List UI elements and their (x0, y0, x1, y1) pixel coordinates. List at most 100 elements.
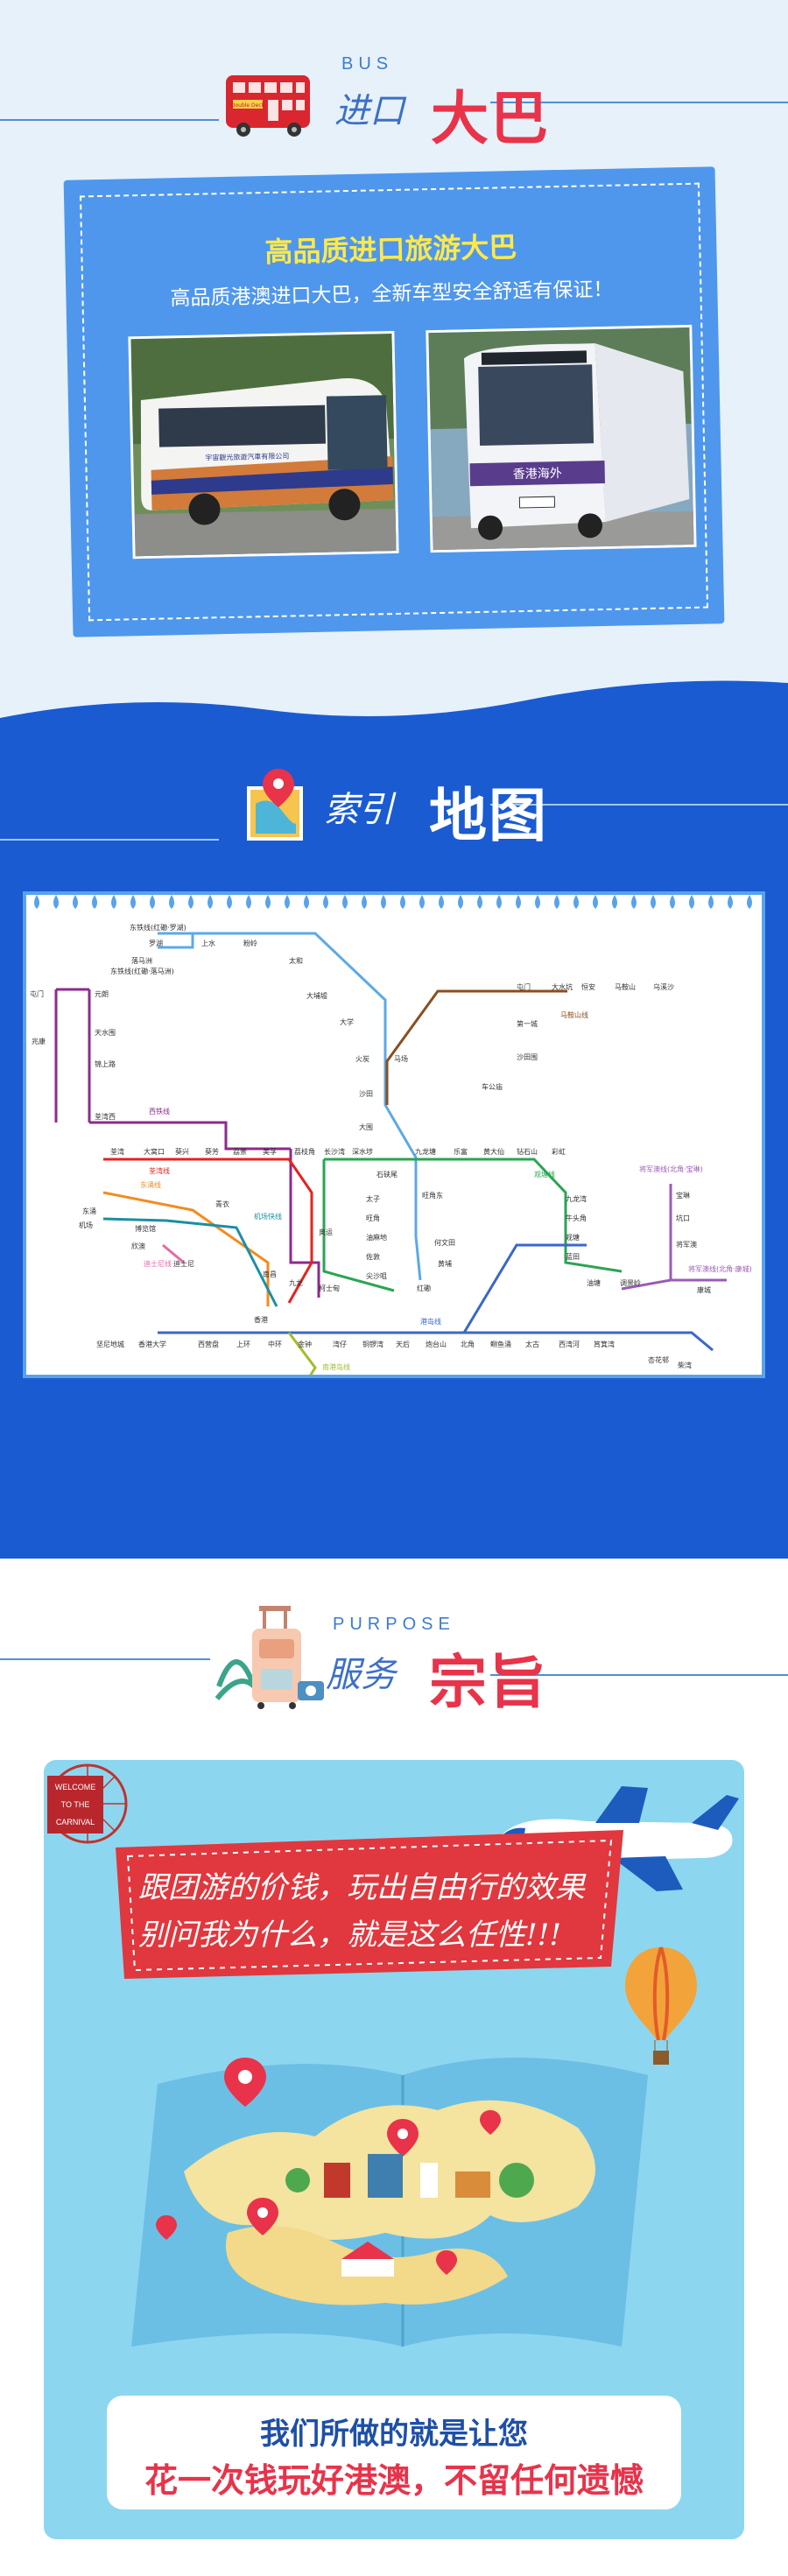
purpose-header-main: 宗旨 (429, 1649, 548, 1716)
bus-info-card: 高品质进口旅游大巴 高品质港澳进口大巴，全新车型安全舒适有保证！ 宇宙觀光旅遊汽… (63, 166, 725, 637)
station-label: 太古 (525, 1340, 539, 1348)
drop-decoration (265, 895, 271, 909)
station-label: 上水 (201, 939, 215, 947)
station-label: 东铁线(红磡·罗湖) (130, 923, 186, 932)
station-label: 落马洲 (131, 956, 152, 965)
purpose-card: WELCOME TO THE CARNIVAL 跟团游的价钱，玩出自由行的效果 … (44, 1760, 744, 2539)
station-label: 奥运 (319, 1228, 333, 1236)
drop-decoration (400, 895, 405, 909)
drop-decoration (747, 895, 752, 909)
station-label: 旺角东 (422, 1191, 443, 1200)
station-label: 太和 (289, 956, 303, 965)
station-label: 马鞍山线 (560, 1010, 588, 1019)
station-label: 油麻地 (366, 1233, 387, 1242)
station-label: 调景岭 (620, 1278, 641, 1287)
station-label: 宝琳 (676, 1191, 690, 1200)
station-label: 香港 (254, 1315, 268, 1324)
drop-decoration (208, 895, 213, 909)
bus-section: Double Deck BUS 进口 大巴 高品质进口旅游大巴 高品质港澳进口大… (0, 0, 788, 771)
station-label: 葵芳 (205, 1147, 219, 1156)
station-label: 荃湾西 (95, 1112, 116, 1121)
drop-decoration (728, 895, 733, 909)
station-label: 乌溪沙 (653, 982, 674, 991)
bus-header-main: 大巴 (431, 85, 550, 152)
map-section: 索引 地图 (0, 680, 788, 1559)
station-label: 湾仔 (333, 1340, 347, 1348)
suitcase-icon (215, 1606, 324, 1709)
station-label: 马场 (394, 1055, 408, 1063)
drop-decoration (130, 895, 136, 909)
station-label: 黄埔 (438, 1259, 452, 1268)
station-label: 香港大学 (138, 1340, 166, 1348)
station-label: 天后 (396, 1340, 410, 1348)
drop-decoration (535, 895, 540, 909)
station-label: 葵兴 (175, 1147, 189, 1156)
drop-decoration (362, 895, 367, 909)
map-pin-icon (247, 769, 303, 841)
ferris-wheel-icon: WELCOME TO THE CARNIVAL (47, 1763, 128, 1844)
station-label: 钻石山 (517, 1147, 538, 1156)
drop-decoration (92, 895, 97, 909)
drop-decoration (573, 895, 579, 909)
purpose-header-sub: 服务 (326, 1655, 396, 1695)
station-label: 康城 (697, 1285, 711, 1294)
drop-decoration (554, 895, 559, 909)
station-label: 牛头角 (566, 1214, 587, 1222)
station-label: 元朗 (95, 989, 109, 998)
station-label: 港岛线 (420, 1317, 441, 1326)
station-label: 长沙湾 (324, 1147, 345, 1156)
station-label: 佐敦 (366, 1252, 380, 1261)
station-label: 大水坑 (552, 982, 573, 991)
station-label: 石硖尾 (376, 1170, 398, 1179)
station-label: 乐富 (454, 1147, 468, 1156)
station-label: 将军澳线(北角·宝琳) (639, 1165, 703, 1173)
station-label: 九龙塘 (415, 1147, 436, 1156)
carnival-welcome: WELCOME (55, 1783, 96, 1791)
station-label: 迪士尼 (173, 1259, 194, 1268)
bus-header-en: BUS (341, 54, 394, 74)
drop-decoration (188, 895, 193, 909)
station-label: 坑口 (676, 1214, 690, 1222)
station-label: 将军澳线(北角·康城) (688, 1264, 752, 1273)
drop-decoration (670, 895, 675, 909)
station-label: 东涌 (82, 1207, 96, 1215)
purpose-section-header: PURPOSE 服务 宗旨 (0, 1606, 788, 1716)
drop-decoration (689, 895, 694, 909)
drop-decoration (612, 895, 617, 909)
station-label: 青衣 (215, 1200, 229, 1208)
drop-decoration (631, 895, 637, 909)
station-label: 屯门 (517, 982, 531, 991)
drop-decoration (323, 895, 328, 909)
drop-decoration (73, 895, 78, 909)
station-label: 南港岛线 (322, 1362, 350, 1371)
station-label: 东涌线 (140, 1180, 161, 1189)
station-label: 机场快线 (254, 1212, 282, 1221)
station-label: 坚尼地城 (96, 1340, 124, 1348)
station-label: 杏花邨 (648, 1355, 669, 1364)
slogan-line-2: 别问我为什么，就是这么任性!!! (138, 1918, 561, 1953)
carnival-name: CARNIVAL (56, 1818, 95, 1826)
drop-decoration (227, 895, 232, 909)
drop-decoration (304, 895, 309, 909)
station-label: 鲗鱼涌 (490, 1340, 511, 1348)
mtr-route-map: 东铁线(红磡·罗湖) 罗湖 上水 粉岭 落马洲 东铁线(红磡·落马洲) 太和 大… (23, 891, 765, 1378)
station-label: 何文田 (434, 1238, 455, 1247)
station-label: 柯士甸 (319, 1284, 340, 1292)
drop-decoration (34, 895, 39, 909)
promise-line-2: 花一次钱玩好港澳，不留任何遗憾 (144, 2461, 644, 2500)
purpose-header-en: PURPOSE (333, 1615, 455, 1634)
bus-sign: Double Deck (231, 102, 265, 109)
station-label: 将军澳 (676, 1240, 697, 1249)
station-label: 深水埗 (352, 1147, 373, 1156)
mtr-map-lines: 东铁线(红磡·罗湖) 罗湖 上水 粉岭 落马洲 东铁线(红磡·落马洲) 太和 大… (30, 923, 752, 1375)
station-label: 荔景 (233, 1147, 247, 1156)
station-label: 观塘 (566, 1233, 580, 1242)
station-label: 大围 (359, 1123, 373, 1131)
double-decker-bus-icon: Double Deck (226, 75, 310, 137)
map-section-header: 索引 地图 (0, 753, 788, 858)
station-label: 荃湾 (110, 1147, 124, 1156)
station-label: 沙田 (359, 1090, 373, 1098)
bus-section-header: Double Deck BUS 进口 大巴 (0, 53, 788, 158)
station-label: 西营盘 (198, 1340, 219, 1348)
drop-decoration (419, 895, 425, 909)
